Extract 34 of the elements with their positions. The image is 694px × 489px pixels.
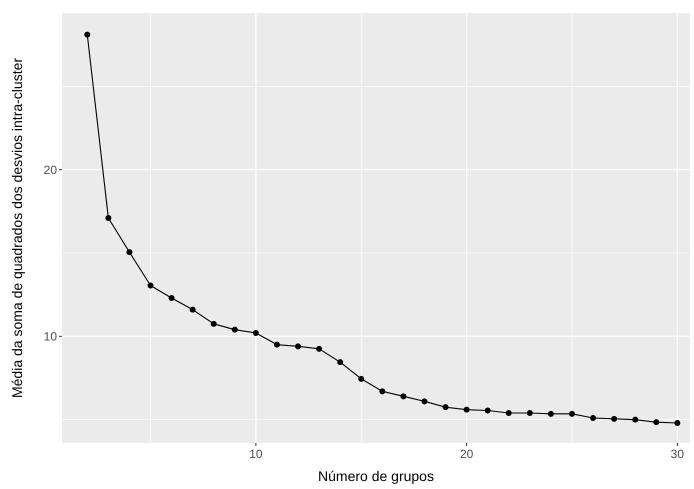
- point: [252, 330, 259, 336]
- point: [548, 410, 554, 417]
- point: [379, 388, 386, 394]
- point: [674, 420, 680, 426]
- point: [232, 326, 238, 333]
- point: [168, 295, 175, 301]
- point: [421, 398, 428, 404]
- point: [337, 359, 344, 366]
- point: [126, 249, 132, 256]
- x-tick-label: 20: [460, 447, 474, 461]
- point: [210, 320, 217, 327]
- x-axis-title: Número de grupos: [318, 468, 434, 484]
- point: [274, 342, 280, 348]
- point: [568, 410, 575, 417]
- point: [484, 408, 491, 414]
- point: [295, 343, 302, 350]
- point: [442, 404, 449, 410]
- point: [611, 416, 618, 422]
- x-tick-label: 30: [670, 447, 684, 461]
- point: [316, 346, 322, 352]
- point: [506, 410, 512, 416]
- point: [526, 410, 533, 416]
- point: [632, 416, 638, 423]
- point: [400, 393, 406, 400]
- y-axis-title: Média da soma de quadrados dos desvios intra-cluster: [9, 58, 25, 398]
- point: [105, 215, 112, 221]
- point: [190, 306, 196, 313]
- point: [464, 406, 470, 413]
- point: [148, 282, 154, 288]
- point: [358, 376, 364, 382]
- x-tick-label: 10: [249, 447, 263, 461]
- point: [653, 419, 660, 426]
- point: [590, 415, 596, 421]
- point: [84, 32, 90, 38]
